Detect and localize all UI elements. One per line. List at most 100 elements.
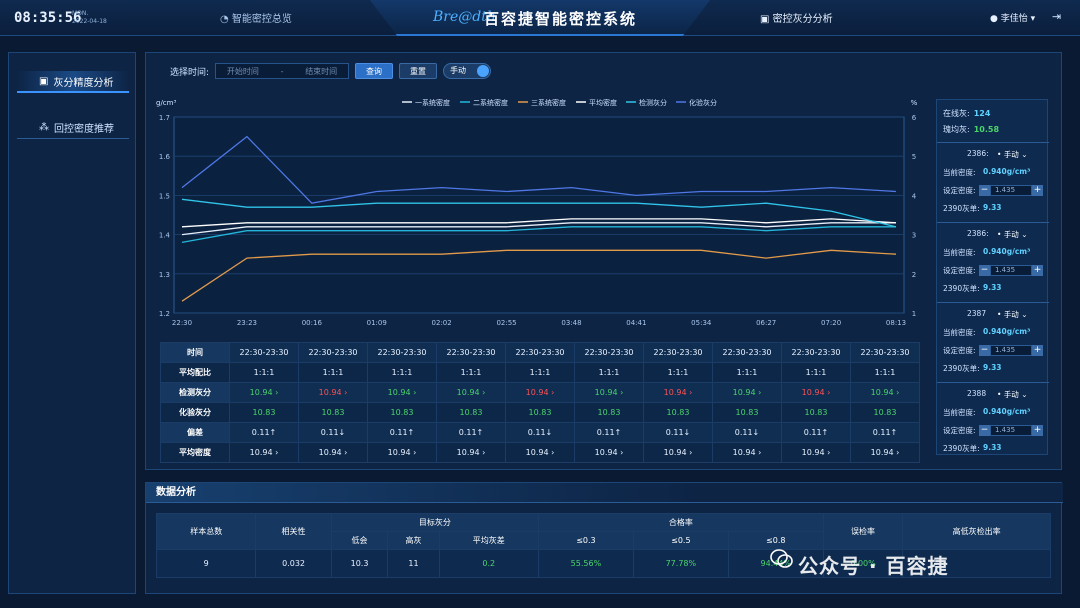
plus-button[interactable]: + xyxy=(1032,424,1043,436)
table-cell[interactable]: 10.94 › xyxy=(643,382,713,403)
logout-icon[interactable]: ⇥ xyxy=(1052,10,1062,23)
table-cell[interactable]: 10.94 › xyxy=(643,442,713,463)
y-tick-label: 1.5 xyxy=(159,192,170,200)
col-corr: 相关性 xyxy=(255,513,332,550)
minus-button[interactable]: − xyxy=(979,424,990,436)
machine-mode-select[interactable]: • 手动 ⌄ xyxy=(997,230,1028,239)
table-cell: 0.11↑ xyxy=(574,422,644,443)
table-cell: 1:1:1 xyxy=(436,362,506,383)
time-label: 选择时间: xyxy=(170,67,210,78)
x-tick-label: 08:13 xyxy=(886,319,906,327)
machine-card: 2388 • 手动 ⌄ 当前密度: 0.940g/cm³ 设定密度: −1.435 +239… xyxy=(937,382,1049,462)
nav-ash-analysis[interactable]: ▣ 密控灰分分析 xyxy=(760,14,833,25)
table-cell[interactable]: 10.94 › xyxy=(229,442,299,463)
chevron-down-icon: ⌄ xyxy=(1021,310,1028,319)
weekday: MON. xyxy=(72,10,89,17)
plus-button[interactable]: + xyxy=(1032,184,1043,196)
table-row: 平均配比 1:1:1 1:1:1 1:1:1 1:1:1 1:1:1 1:1:1 1:1:1 1… xyxy=(160,362,920,383)
table-cell: 10.83 xyxy=(505,402,575,423)
table-cell[interactable]: 10.94 › xyxy=(298,442,368,463)
cur-density-value: 0.940g/cm³ xyxy=(983,167,1031,176)
nav-overview[interactable]: ◔ 智能密控总览 xyxy=(220,14,292,25)
table-cell[interactable]: 10.94 › xyxy=(574,382,644,403)
y2-tick-label: 2 xyxy=(912,271,916,279)
set-density-input[interactable]: 1.435 xyxy=(990,424,1032,436)
table-cell[interactable]: 10.94 › xyxy=(850,382,920,403)
table-cell[interactable]: 10.94 › xyxy=(781,442,851,463)
table-cell[interactable]: 10.94 › xyxy=(436,442,506,463)
table-cell[interactable]: 10.94 › xyxy=(505,382,575,403)
table-cell[interactable]: 10.94 › xyxy=(505,442,575,463)
trend-chart: 1.2 1.3 1.4 1.5 1.6 1.7 1 2 3 4 5 6 22:30 23:23 00:16 0… xyxy=(156,98,918,327)
x-tick-label: 03:48 xyxy=(561,319,581,327)
minus-button[interactable]: − xyxy=(979,264,990,276)
set-density-stepper[interactable]: −1.435 + xyxy=(979,264,1043,276)
table-cell[interactable]: 10.94 › xyxy=(781,382,851,403)
table-cell[interactable]: 10.94 › xyxy=(574,442,644,463)
legend-entry: 检测灰分 xyxy=(639,98,667,107)
sidebar-item-density-recommend[interactable]: ⁂ 回控密度推荐 xyxy=(17,117,129,139)
table-cell[interactable]: 10.94 › xyxy=(367,442,437,463)
row-header: 平均配比 xyxy=(160,362,230,383)
chevron-down-icon: ⌄ xyxy=(1021,150,1028,159)
table-cell[interactable]: 10.94 › xyxy=(229,382,299,403)
start-time-input[interactable]: 开始时间 xyxy=(226,66,259,76)
ash-value: 9.33 xyxy=(983,203,1002,212)
col-misjudge: 误检率 xyxy=(822,513,904,550)
mode-toggle[interactable]: 手动 xyxy=(443,63,492,79)
y-axis-label: g/cm³ xyxy=(156,99,176,107)
table-cell[interactable]: 10.94 › xyxy=(298,382,368,403)
plot-area xyxy=(173,116,905,314)
reset-button[interactable]: 重置 xyxy=(399,63,438,79)
y-tick-label: 1.4 xyxy=(159,232,171,240)
machine-card: 2386: • 手动 ⌄ 当前密度: 0.940g/cm³ 设定密度: −1.435 +23… xyxy=(937,142,1049,222)
wechat-icon xyxy=(770,549,793,568)
table-cell[interactable]: 10.94 › xyxy=(712,382,782,403)
series-line xyxy=(181,222,896,236)
y2-tick-label: 4 xyxy=(912,192,917,200)
query-button[interactable]: 查询 xyxy=(355,63,394,79)
x-tick-label: 22:30 xyxy=(172,319,192,327)
set-density-input[interactable]: 1.435 xyxy=(990,264,1032,276)
user-menu[interactable]: ● 李佳怡 ▾ xyxy=(990,14,1036,24)
legend-entry: 一系统密度 xyxy=(415,98,450,107)
sidebar-item-ash-precision[interactable]: ▣ 灰分精度分析 xyxy=(17,71,129,93)
machine-mode-select[interactable]: • 手动 ⌄ xyxy=(997,390,1028,399)
machine-mode-select[interactable]: • 手动 ⌄ xyxy=(997,310,1028,319)
plus-button[interactable]: + xyxy=(1032,344,1043,356)
set-density-stepper[interactable]: −1.435 + xyxy=(979,344,1043,356)
table-cell: 22:30-23:30 xyxy=(643,342,713,363)
set-density-stepper[interactable]: −1.435 + xyxy=(979,184,1043,196)
set-density-stepper[interactable]: −1.435 + xyxy=(979,424,1043,436)
table-cell: 22:30-23:30 xyxy=(229,342,299,363)
lab-ash: 瑰均灰: 10.58 xyxy=(943,125,1000,134)
table-cell: 0.11↑ xyxy=(436,422,506,443)
logo: Bre@dth xyxy=(433,9,496,25)
table-cell: 1:1:1 xyxy=(505,362,575,383)
nodes-icon: ⁂ xyxy=(39,122,49,133)
set-density-input[interactable]: 1.435 xyxy=(990,184,1032,196)
col-le08: ≤0.8 xyxy=(727,531,824,550)
minus-button[interactable]: − xyxy=(979,344,990,356)
table-cell: 0.11↑ xyxy=(781,422,851,443)
table-cell: 22:30-23:30 xyxy=(781,342,851,363)
date-range-picker[interactable]: 开始时间 - 结束时间 xyxy=(215,63,350,79)
y2-tick-label: 1 xyxy=(912,310,916,318)
table-cell[interactable]: 10.94 › xyxy=(850,442,920,463)
machine-card: 2386: • 手动 ⌄ 当前密度: 0.940g/cm³ 设定密度: −1.435 +23… xyxy=(937,222,1049,302)
machine-mode-select[interactable]: • 手动 ⌄ xyxy=(997,150,1028,159)
table-cell: 0.11↓ xyxy=(712,422,782,443)
end-time-input[interactable]: 结束时间 xyxy=(305,66,338,76)
table-cell: 10.83 xyxy=(850,402,920,423)
minus-button[interactable]: − xyxy=(979,184,990,196)
table-cell[interactable]: 10.94 › xyxy=(712,442,782,463)
set-density-input[interactable]: 1.435 xyxy=(990,344,1032,356)
series-line xyxy=(181,249,897,302)
table-cell[interactable]: 10.94 › xyxy=(436,382,506,403)
title-plate xyxy=(370,0,710,36)
table-cell[interactable]: 10.94 › xyxy=(367,382,437,403)
caret-down-icon: ▾ xyxy=(1027,14,1036,24)
col-pass: 合格率 xyxy=(537,513,824,532)
plus-button[interactable]: + xyxy=(1032,264,1043,276)
col-high: 高灰 xyxy=(387,531,440,550)
